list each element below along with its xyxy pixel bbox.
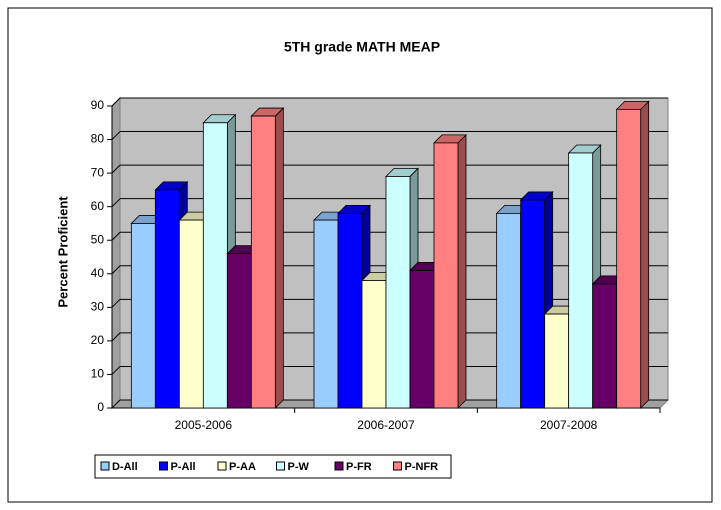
legend-swatch [276, 461, 285, 471]
grid-line-side [111, 366, 121, 375]
bar [178, 219, 204, 409]
chart-title: 5TH grade MATH MEAP [284, 39, 440, 55]
y-tick-label: 10 [91, 367, 105, 381]
legend-label: D-All [112, 461, 138, 473]
y-tick-label: 60 [91, 199, 105, 213]
grid-line-side [111, 265, 121, 275]
bar [544, 313, 570, 409]
grid-line-side [111, 164, 121, 174]
y-tick-label: 50 [91, 232, 105, 246]
bar [250, 115, 276, 409]
bar [433, 142, 459, 409]
y-tick-label: 40 [91, 266, 105, 280]
legend-swatch [217, 461, 227, 471]
grid-line-side [111, 332, 121, 342]
legend-swatch [334, 461, 344, 471]
y-tick-label: 70 [91, 165, 105, 179]
bar [130, 223, 156, 409]
bar [154, 189, 180, 409]
bar [568, 152, 594, 409]
bar [409, 270, 435, 409]
bar [616, 108, 642, 409]
bar [592, 283, 618, 409]
x-tick-label: 2006-2007 [357, 418, 415, 432]
grid-line-side [111, 399, 121, 409]
bar [202, 122, 228, 409]
grid-line-side [111, 231, 121, 241]
y-tick-label: 80 [91, 132, 105, 146]
grid-line-side [111, 97, 121, 107]
x-tick-label: 2007-2008 [540, 418, 598, 432]
grid-line-side [111, 198, 121, 208]
legend-swatch [393, 461, 402, 471]
legend-label: P-FR [346, 461, 372, 473]
legend-label: P-AA [229, 461, 256, 473]
y-tick-label: 0 [97, 400, 104, 414]
y-tick-label: 20 [91, 333, 105, 347]
y-tick-label: 90 [91, 98, 105, 112]
legend-swatch [100, 461, 110, 471]
bar [385, 176, 411, 409]
legend-label: P-W [288, 461, 310, 473]
bar [313, 219, 339, 409]
bar [520, 199, 546, 409]
legend-box [94, 454, 452, 479]
bar [361, 280, 387, 409]
bar-side [640, 100, 650, 409]
side-wall [111, 96, 121, 410]
bar-side [274, 107, 284, 409]
grid-line-side [111, 298, 121, 308]
bar-side [457, 133, 467, 409]
grid-line-side [111, 131, 121, 140]
y-tick-label: 30 [91, 300, 105, 314]
legend-label: P-All [171, 461, 196, 473]
bar [337, 212, 363, 409]
legend-label: P-NFR [405, 461, 439, 473]
y-axis-title: Percent Proficient [55, 196, 70, 308]
bar [496, 212, 522, 409]
bar [226, 253, 252, 409]
x-tick-label: 2005-2006 [175, 418, 233, 432]
legend-swatch [159, 461, 168, 471]
